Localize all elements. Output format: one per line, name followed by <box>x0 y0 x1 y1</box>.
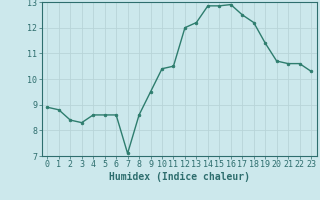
X-axis label: Humidex (Indice chaleur): Humidex (Indice chaleur) <box>109 172 250 182</box>
